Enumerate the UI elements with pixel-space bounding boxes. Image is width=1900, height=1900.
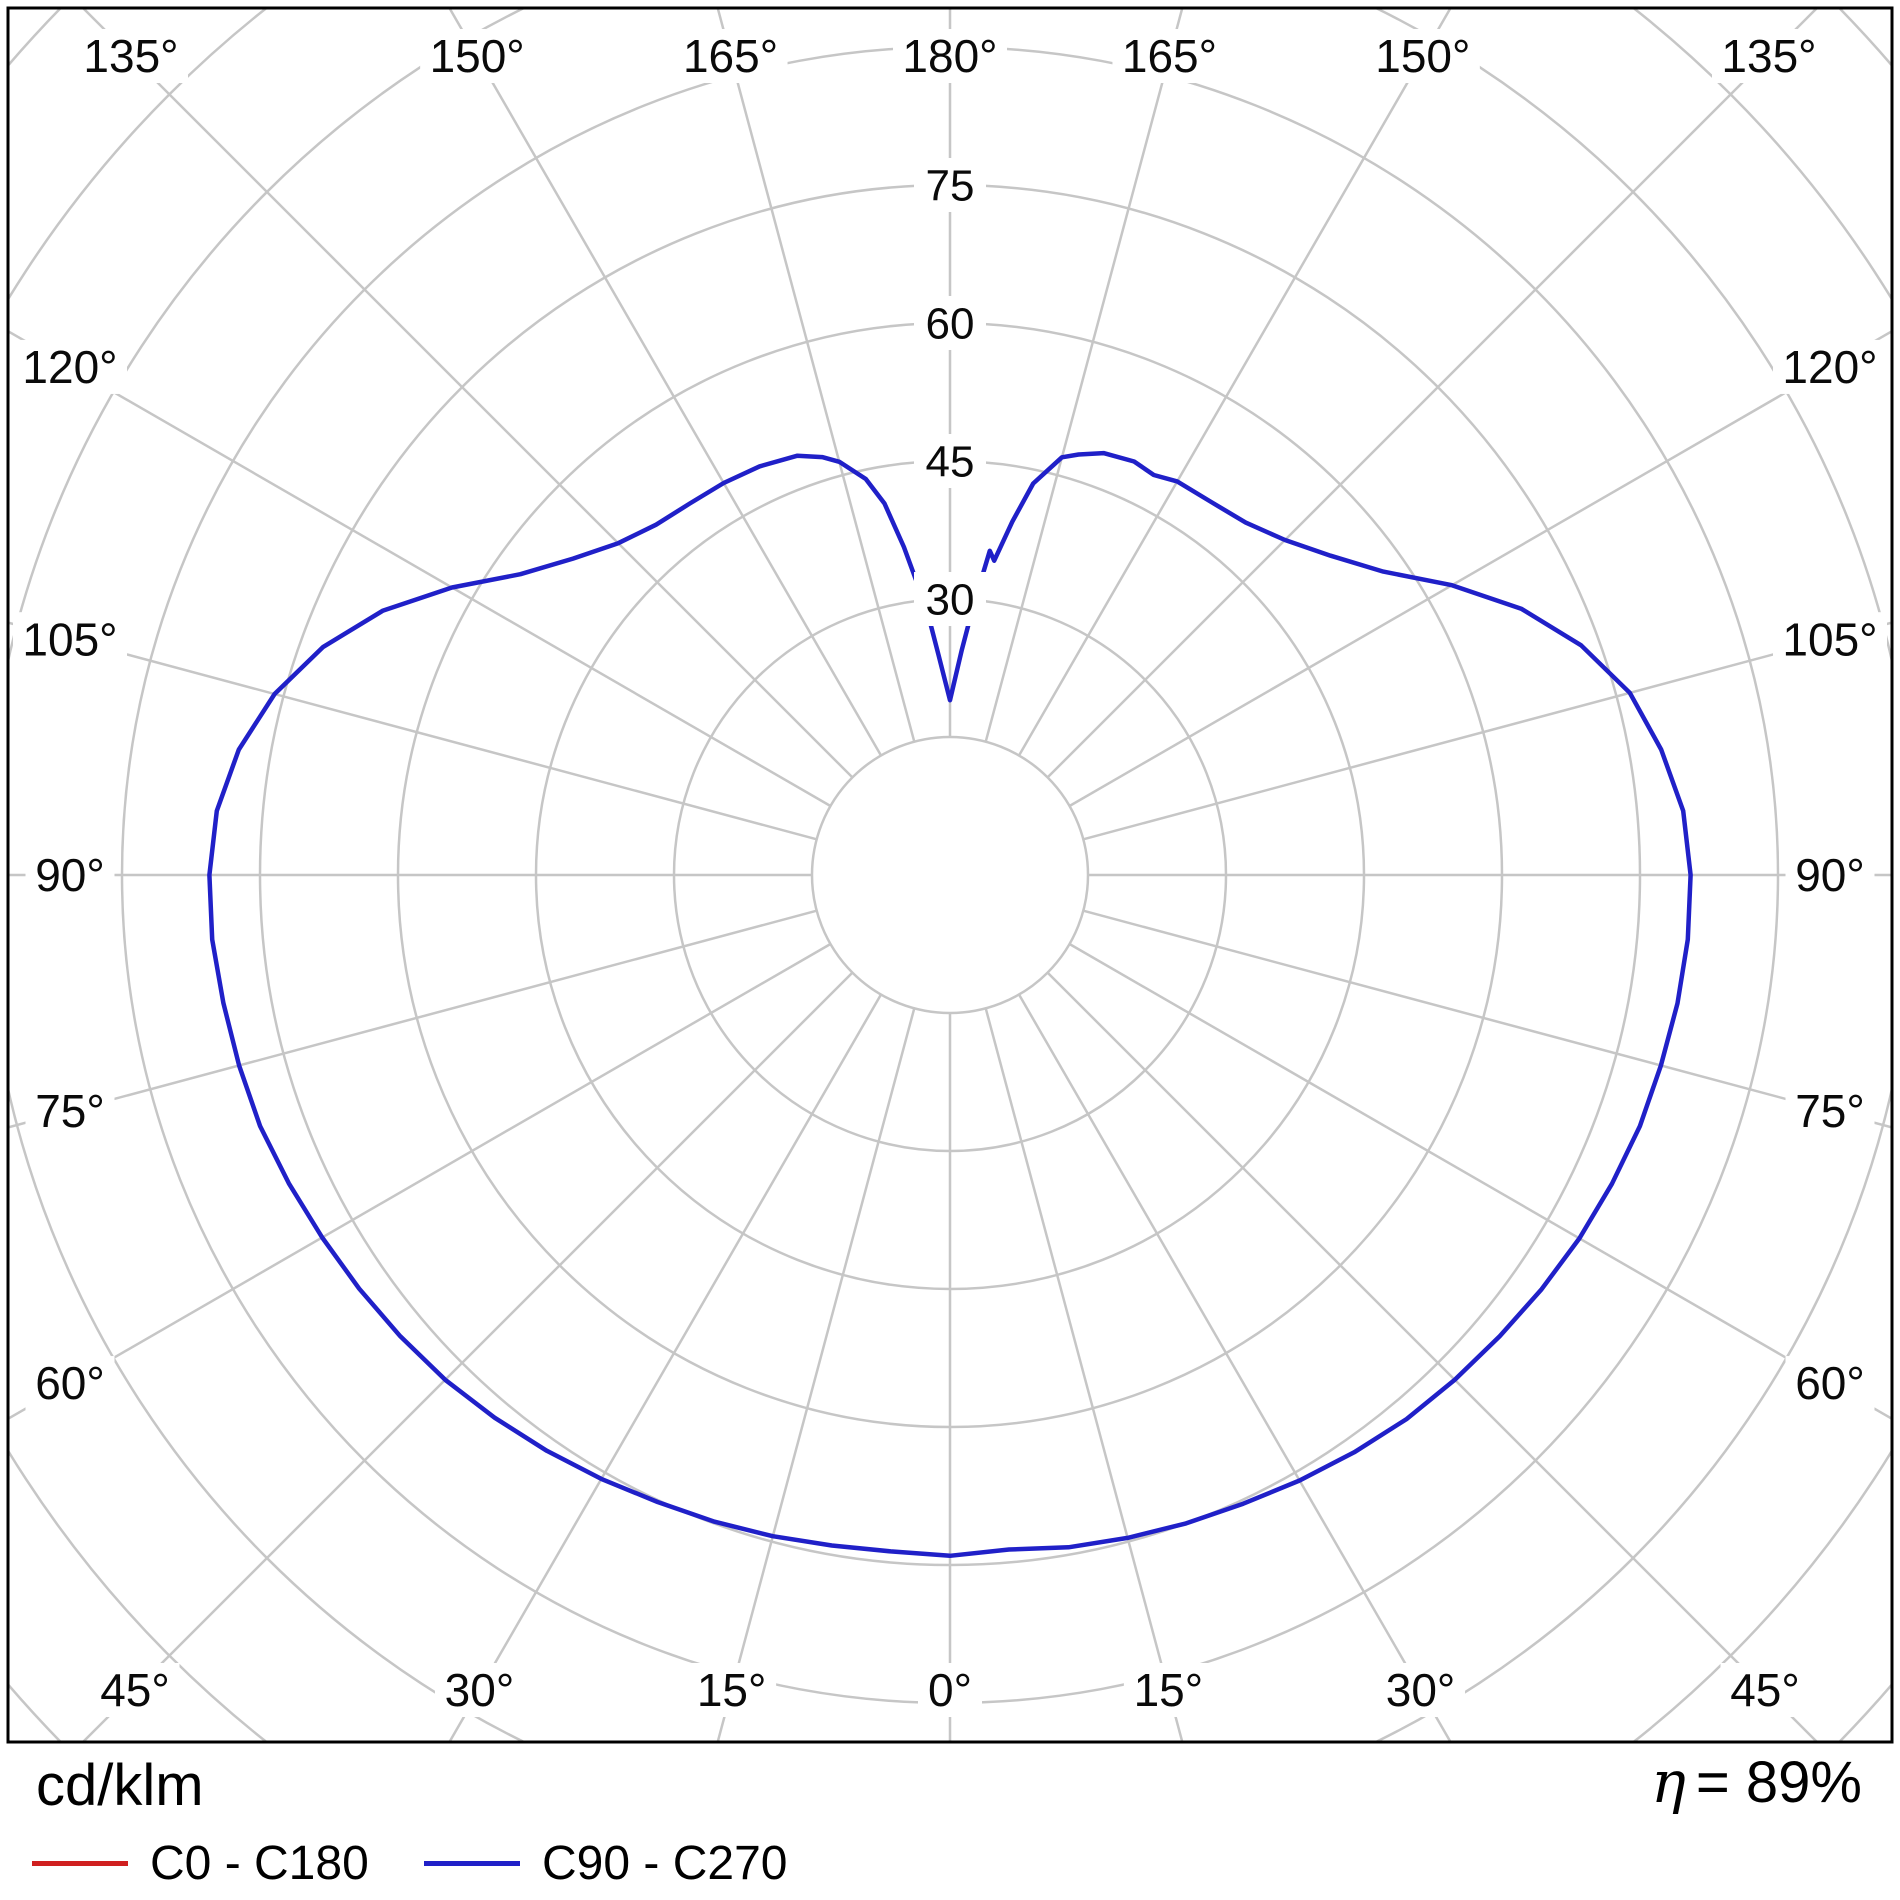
angle-label-backing xyxy=(25,1356,115,1411)
angle-axis-label: 75° xyxy=(1795,1085,1865,1137)
angle-axis-label: 15° xyxy=(1134,1664,1204,1716)
grid-spoke xyxy=(81,971,854,1742)
grid-spoke xyxy=(984,8,1184,743)
grid-spoke xyxy=(447,993,883,1742)
angle-label-backing xyxy=(1785,1083,1875,1138)
angle-label-backing xyxy=(90,1663,180,1717)
grid-spoke xyxy=(1082,909,1892,1129)
angle-label-backing xyxy=(1112,29,1227,83)
grid-spoke xyxy=(1017,993,1453,1742)
eta-symbol: η xyxy=(1651,1748,1686,1816)
angle-label-backing xyxy=(1773,612,1887,667)
grid-spoke xyxy=(8,942,832,1421)
angle-label-backing xyxy=(25,848,115,902)
r-axis-label: 30 xyxy=(926,575,975,624)
angle-axis-label: 15° xyxy=(697,1664,767,1716)
angle-axis-label: 150° xyxy=(1375,30,1470,82)
angle-axis-label: 165° xyxy=(683,30,778,82)
grid-spoke xyxy=(1082,621,1892,841)
angle-axis-label: 165° xyxy=(1122,30,1217,82)
angle-label-backing xyxy=(74,29,188,83)
eta-value: = 89% xyxy=(1695,1750,1862,1815)
angle-label-backing xyxy=(687,1663,777,1717)
grid-spoke xyxy=(1017,8,1453,757)
angle-label-backing xyxy=(1712,29,1826,83)
angle-label-backing xyxy=(673,29,788,83)
grid-spoke xyxy=(8,621,818,841)
r-axis-label: 60 xyxy=(926,299,975,348)
angle-axis-label: 135° xyxy=(1721,30,1816,82)
grid-spoke xyxy=(716,8,916,743)
angle-axis-label: 75° xyxy=(35,1085,105,1137)
grid-spoke xyxy=(716,1007,916,1742)
grid-spoke xyxy=(8,909,818,1129)
angle-axis-label: 60° xyxy=(1795,1357,1865,1409)
grid-spoke xyxy=(447,8,883,757)
angle-axis-label: 90° xyxy=(35,849,105,901)
legend-label-c90-c270: C90 - C270 xyxy=(542,1837,788,1890)
angle-axis-label: 0° xyxy=(928,1664,972,1716)
r-label-backing xyxy=(914,572,986,626)
angle-axis-label: 45° xyxy=(1730,1664,1800,1716)
angle-label-backing xyxy=(1365,29,1480,83)
legend-item-c90-c270: C90 - C270 xyxy=(424,1836,787,1891)
legend-line-c90-c270 xyxy=(424,1861,520,1866)
grid-spoke xyxy=(8,329,832,808)
r-label-backing xyxy=(914,296,986,350)
polar-grid xyxy=(8,8,1892,1742)
angle-label-backing xyxy=(420,29,535,83)
angle-axis-label: 90° xyxy=(1795,849,1865,901)
angle-label-backing xyxy=(434,1663,524,1717)
angle-axis-label: 30° xyxy=(1386,1664,1456,1716)
units-label: cd/klm xyxy=(36,1753,204,1818)
angle-label-backing xyxy=(13,339,127,394)
angle-axis-label: 180° xyxy=(902,30,997,82)
r-label-backing xyxy=(914,158,986,212)
angle-label-backing xyxy=(1376,1663,1466,1717)
angle-axis-label: 150° xyxy=(430,30,525,82)
grid-spoke xyxy=(1046,971,1819,1742)
angle-label-backing xyxy=(1785,1356,1875,1411)
legend-line-c0-c180 xyxy=(32,1861,128,1866)
angle-label-backing xyxy=(918,1663,982,1717)
legend-label-c0-c180: C0 - C180 xyxy=(150,1837,369,1890)
r-axis-label: 45 xyxy=(926,437,975,486)
angle-axis-label: 105° xyxy=(1782,613,1877,665)
angle-axis-label: 45° xyxy=(100,1664,170,1716)
r-axis-label: 75 xyxy=(926,161,975,210)
grid-spoke xyxy=(1068,329,1892,808)
angle-label-backing xyxy=(1123,1663,1213,1717)
chart-frame xyxy=(6,6,1894,1744)
angle-label-backing xyxy=(1720,1663,1810,1717)
angle-label-backing xyxy=(893,29,1007,83)
grid-spoke xyxy=(81,8,854,779)
angle-axis-label: 135° xyxy=(83,30,178,82)
angle-axis-label: 105° xyxy=(22,613,117,665)
grid-circle xyxy=(810,735,1090,1015)
angle-label-backing xyxy=(1773,339,1887,394)
efficiency-label: η = 89% xyxy=(1651,1748,1862,1816)
c90-c270-curve xyxy=(207,450,1693,1559)
legend-item-c0-c180: C0 - C180 xyxy=(32,1836,424,1891)
angle-label-backing xyxy=(25,1083,115,1138)
angle-label-backing xyxy=(1785,848,1875,902)
grid-spoke xyxy=(984,1007,1184,1742)
angle-axis-label: 120° xyxy=(22,341,117,393)
angle-axis-label: 60° xyxy=(35,1357,105,1409)
r-label-backing xyxy=(914,434,986,488)
legend: C0 - C180 C90 - C270 xyxy=(32,1836,787,1891)
grid-spoke xyxy=(1068,942,1892,1421)
grid-spoke xyxy=(1046,8,1819,779)
angle-axis-label: 120° xyxy=(1782,341,1877,393)
polar-chart: 30 45 60 75 0° 15° 15° 30° 30° 45° 45° 60° 60° 75° 75°… xyxy=(6,6,1894,1744)
angle-axis-label: 30° xyxy=(445,1664,515,1716)
angle-label-backing xyxy=(13,612,127,667)
